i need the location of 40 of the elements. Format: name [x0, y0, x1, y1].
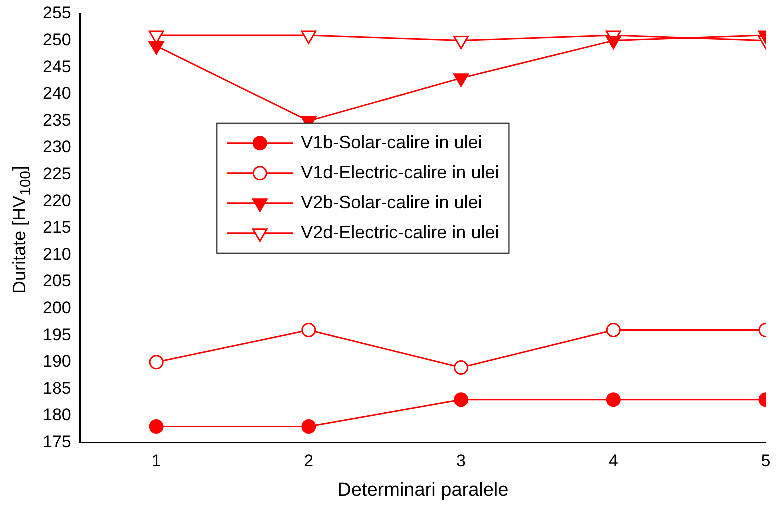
y-tick-label: 240: [42, 84, 72, 104]
legend-label: V1d-Electric-calire in ulei: [301, 162, 500, 182]
y-tick-label: 230: [42, 138, 72, 157]
point: [454, 74, 469, 88]
y-tick-label: 190: [42, 352, 72, 372]
y-tick-label: 210: [42, 244, 72, 264]
x-tick-label: 2: [304, 452, 314, 471]
y-tick-label: 235: [42, 110, 72, 130]
point: [302, 419, 316, 434]
x-tick-label: 3: [456, 452, 466, 471]
y-tick-label: 250: [42, 30, 72, 50]
x-tick-label: 1: [152, 452, 162, 471]
legend-label: V2b-Solar-calire in ulei: [301, 192, 482, 212]
y-tick-label: 195: [42, 325, 72, 344]
y-tick-label: 245: [42, 57, 72, 76]
x-tick-label: 4: [608, 452, 618, 471]
y-tick-label: 225: [42, 164, 72, 184]
x-axis-title: Determinari paralele: [338, 480, 509, 501]
point: [606, 36, 622, 50]
point: [301, 30, 317, 44]
y-tick-label: 180: [42, 406, 72, 425]
point: [454, 360, 469, 376]
x-tick-label: 5: [761, 452, 771, 471]
point: [149, 419, 164, 434]
y-tick-label: 205: [42, 272, 72, 291]
point: [606, 392, 621, 408]
y-tick-label: 255: [42, 4, 72, 23]
y-tick-label: 185: [42, 378, 72, 398]
point: [454, 36, 469, 50]
y-tick-label: 175: [42, 432, 72, 452]
point: [148, 41, 164, 55]
point: [606, 322, 621, 338]
y-tick-label: 220: [42, 191, 72, 210]
point: [149, 355, 164, 370]
y-tick-label: 200: [42, 298, 72, 318]
point: [302, 322, 316, 338]
legend-label: V2d-Electric-calire in ulei: [301, 222, 500, 242]
legend-label: V1b-Solar-calire in ulei: [301, 132, 482, 152]
y-tick-label: 215: [42, 218, 72, 238]
point: [454, 392, 469, 408]
